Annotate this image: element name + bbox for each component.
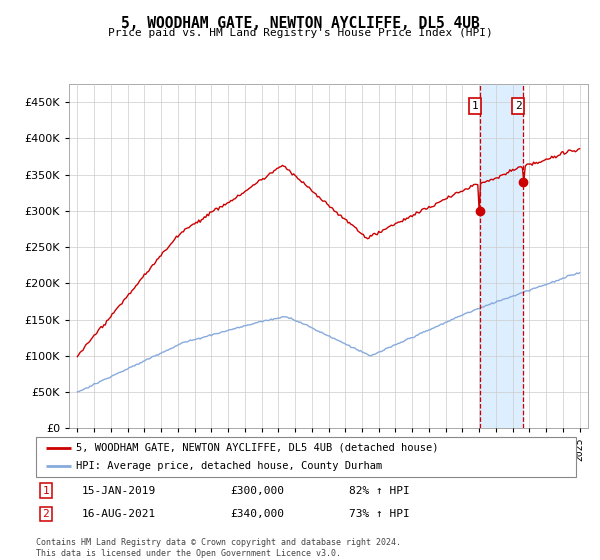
Text: 16-AUG-2021: 16-AUG-2021 bbox=[82, 509, 156, 519]
Text: Price paid vs. HM Land Registry's House Price Index (HPI): Price paid vs. HM Land Registry's House … bbox=[107, 28, 493, 38]
Text: 15-JAN-2019: 15-JAN-2019 bbox=[82, 486, 156, 496]
Text: HPI: Average price, detached house, County Durham: HPI: Average price, detached house, Coun… bbox=[77, 461, 383, 471]
Text: 1: 1 bbox=[472, 101, 478, 111]
Text: 5, WOODHAM GATE, NEWTON AYCLIFFE, DL5 4UB: 5, WOODHAM GATE, NEWTON AYCLIFFE, DL5 4U… bbox=[121, 16, 479, 31]
Text: 2: 2 bbox=[515, 101, 521, 111]
Text: 73% ↑ HPI: 73% ↑ HPI bbox=[349, 509, 410, 519]
Text: 2: 2 bbox=[43, 509, 49, 519]
Bar bbox=[480, 84, 523, 428]
FancyBboxPatch shape bbox=[36, 437, 576, 477]
Text: £300,000: £300,000 bbox=[230, 486, 284, 496]
Text: 82% ↑ HPI: 82% ↑ HPI bbox=[349, 486, 410, 496]
Text: 5, WOODHAM GATE, NEWTON AYCLIFFE, DL5 4UB (detached house): 5, WOODHAM GATE, NEWTON AYCLIFFE, DL5 4U… bbox=[77, 443, 439, 452]
Text: Contains HM Land Registry data © Crown copyright and database right 2024.
This d: Contains HM Land Registry data © Crown c… bbox=[36, 538, 401, 558]
Text: £340,000: £340,000 bbox=[230, 509, 284, 519]
Text: 1: 1 bbox=[43, 486, 49, 496]
